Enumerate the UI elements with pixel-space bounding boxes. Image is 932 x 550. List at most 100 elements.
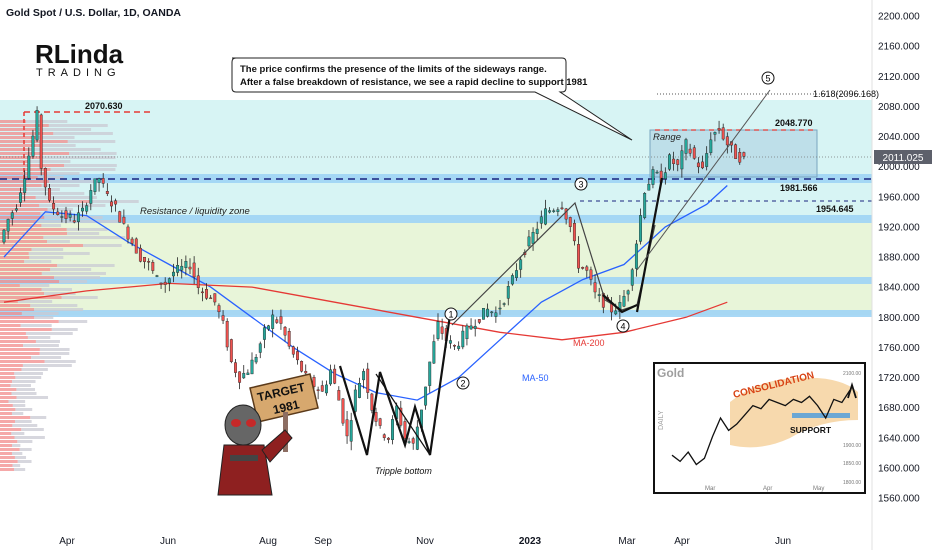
callout-bubble: [231, 57, 633, 141]
candle-body: [143, 257, 146, 262]
candle-body: [329, 369, 332, 385]
candle-body: [672, 158, 676, 164]
wave-marker-5: 5: [761, 71, 775, 85]
candle-body: [469, 325, 473, 330]
candle-body: [738, 152, 742, 163]
volume-profile-bar-sell: [0, 276, 55, 279]
candle-body: [564, 208, 568, 220]
volume-profile-bar-sell: [0, 436, 15, 439]
volume-profile-bar-sell: [0, 460, 18, 463]
inset-price-2: 1900.00: [843, 443, 861, 449]
volume-profile-bar-buy: [42, 156, 116, 159]
volume-profile-bar-sell: [0, 308, 35, 311]
candle-body: [717, 128, 721, 131]
inset-month-2: Apr: [763, 486, 772, 492]
candle-body: [167, 278, 171, 284]
candle-body: [101, 178, 105, 184]
volume-profile-bar-sell: [0, 320, 59, 323]
volume-profile-bar-buy: [30, 160, 71, 163]
candle-body: [374, 412, 378, 422]
volume-profile-bar-buy: [61, 296, 98, 299]
volume-profile-bar-buy: [83, 244, 122, 247]
volume-profile-bar-buy: [22, 364, 72, 367]
inset-price-line: [671, 389, 851, 466]
candle-body: [221, 315, 225, 321]
candle-body: [213, 293, 217, 303]
volume-profile-bar-buy: [41, 224, 62, 227]
volume-profile-bar-sell: [0, 168, 51, 171]
volume-profile-bar-buy: [47, 208, 73, 211]
candle-body: [655, 171, 659, 174]
volume-profile-bar-sell: [0, 372, 15, 375]
candle-body: [676, 159, 680, 165]
candle-body: [192, 262, 196, 278]
candle-body: [358, 383, 361, 398]
callout: The price confirms the presence of the l…: [231, 57, 633, 141]
volume-profile-bar-buy: [44, 360, 76, 363]
candle-body: [349, 420, 353, 442]
volume-profile-bar-sell: [0, 368, 22, 371]
volume-profile-bar-buy: [67, 140, 116, 143]
candle-body: [341, 398, 345, 424]
volume-profile-bar-sell: [0, 344, 24, 347]
volume-profile-bar-sell: [0, 464, 13, 467]
candle-body: [548, 210, 552, 213]
candle-body: [130, 238, 134, 244]
x-tick-label: Jun: [775, 536, 791, 547]
volume-profile-bar-buy: [19, 284, 50, 287]
volume-profile-bar-buy: [14, 372, 43, 375]
volume-profile-bar-buy: [26, 192, 85, 195]
volume-profile-bar-buy: [13, 468, 26, 471]
candle-body: [225, 321, 229, 348]
band-1800: [0, 310, 872, 317]
x-tick-label: Apr: [59, 536, 75, 547]
label-range: Range: [653, 132, 681, 143]
chart-title: Gold Spot / U.S. Dollar, 1D, OANDA: [6, 7, 181, 19]
volume-profile-bar-buy: [17, 460, 32, 463]
inset-consolidation-zone: [730, 377, 858, 448]
candle-body: [138, 247, 142, 262]
volume-profile-bar-sell: [0, 420, 15, 423]
x-tick-label: Mar: [618, 536, 636, 547]
volume-profile-bar-sell: [0, 240, 48, 243]
candle-body: [552, 210, 556, 212]
candle-body: [246, 372, 250, 375]
candle-body: [320, 385, 324, 392]
volume-profile-bar-buy: [16, 396, 49, 399]
volume-profile-bar-sell: [0, 284, 20, 287]
volume-profile-bar-sell: [0, 292, 44, 295]
candle-body: [81, 207, 84, 212]
candle-body: [634, 243, 638, 269]
label-1954: 1954.645: [816, 204, 854, 214]
candle-body: [217, 305, 221, 313]
wave5-channel: [636, 89, 771, 271]
volume-profile-bar-buy: [39, 352, 70, 355]
wave-marker-2: 2: [456, 376, 470, 390]
volume-profile-bar-sell: [0, 224, 42, 227]
volume-profile-bar-buy: [27, 336, 51, 339]
candle-body: [184, 261, 188, 269]
volume-profile-bar-buy: [12, 464, 21, 467]
candle-body: [76, 212, 80, 222]
volume-profile-bar-sell: [0, 348, 40, 351]
wave-2-label: 2: [460, 379, 465, 389]
inset-price-1: 2100.00: [843, 371, 861, 377]
volume-profile-bar-sell: [0, 172, 47, 175]
volume-profile-bar-sell: [0, 208, 48, 211]
candle-body: [581, 266, 585, 269]
volume-profile-bar-sell: [0, 280, 60, 283]
candle-body: [498, 307, 502, 310]
candle-body: [234, 362, 237, 373]
volume-profile-bar-buy: [41, 272, 106, 275]
volume-profile-bar-buy: [15, 376, 42, 379]
volume-profile-bar-sell: [0, 264, 58, 267]
y-tick-label: 2160.000: [878, 42, 920, 53]
candle-body: [48, 188, 51, 201]
candle-body: [572, 223, 576, 242]
volume-profile-bar-sell: [0, 456, 15, 459]
candle-body: [461, 330, 465, 348]
mascot-eye-left: [231, 419, 241, 427]
wave-3-label: 3: [578, 180, 583, 190]
mascot-helmet: [224, 404, 262, 446]
